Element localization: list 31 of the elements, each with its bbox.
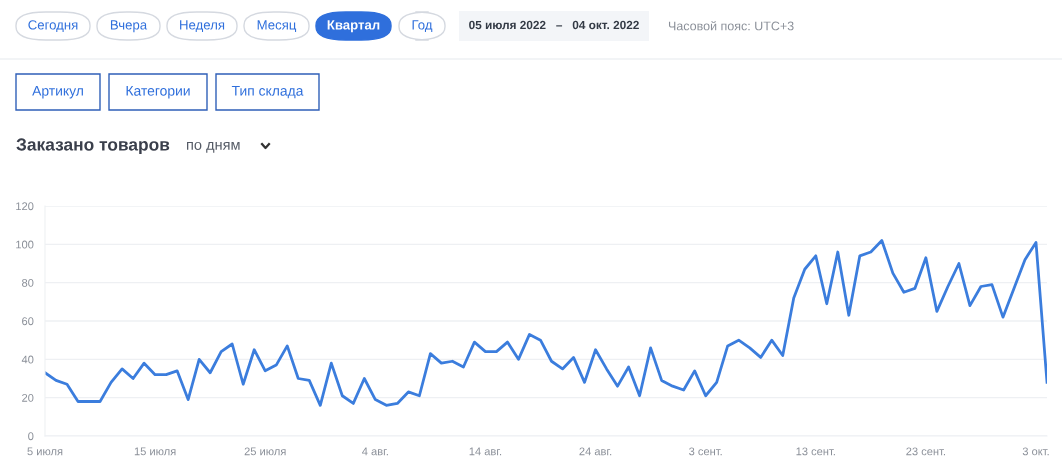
x-tick-label: 24 авг. [579, 447, 612, 456]
text: Артикул [32, 86, 83, 99]
y-tick-label: 120 [16, 202, 34, 211]
chart-subtitle: по дням [187, 141, 240, 153]
x-tick-label: 15 июля [134, 447, 176, 456]
text: Сегодня [28, 20, 78, 33]
text: Вчера [110, 20, 148, 33]
chart-title: Заказано товаров [16, 138, 170, 155]
text: Неделя [180, 20, 225, 33]
y-tick-label: 100 [16, 240, 34, 249]
text: Тип склада [231, 86, 304, 99]
text: Месяц [257, 20, 297, 33]
y-tick-label: 0 [28, 432, 34, 441]
x-tick-label: 14 авг. [469, 447, 502, 456]
x-tick-label: 3 окт. [1022, 447, 1049, 456]
text: 05 июля 2022 – 04 окт. 2022 [469, 20, 639, 30]
x-tick-label: 23 сент. [906, 447, 945, 456]
y-tick-label: 40 [21, 355, 34, 364]
x-tick-label: 25 июля [244, 447, 286, 456]
y-tick-label: 80 [22, 278, 34, 287]
text: Часовой пояс: UTC+3 [668, 20, 794, 31]
line-series [45, 239, 1047, 407]
y-tick-label: 60 [22, 317, 34, 326]
x-tick-label: 3 сент. [689, 447, 722, 456]
x-tick-label: 13 сент. [796, 447, 835, 456]
text: Год [412, 20, 433, 33]
y-tick-label: 20 [22, 393, 34, 402]
text: Квартал [327, 20, 380, 33]
x-tick-label: 4 авг. [362, 447, 388, 456]
x-tick-label: 5 июля [27, 447, 63, 456]
text: Категории [126, 86, 190, 99]
